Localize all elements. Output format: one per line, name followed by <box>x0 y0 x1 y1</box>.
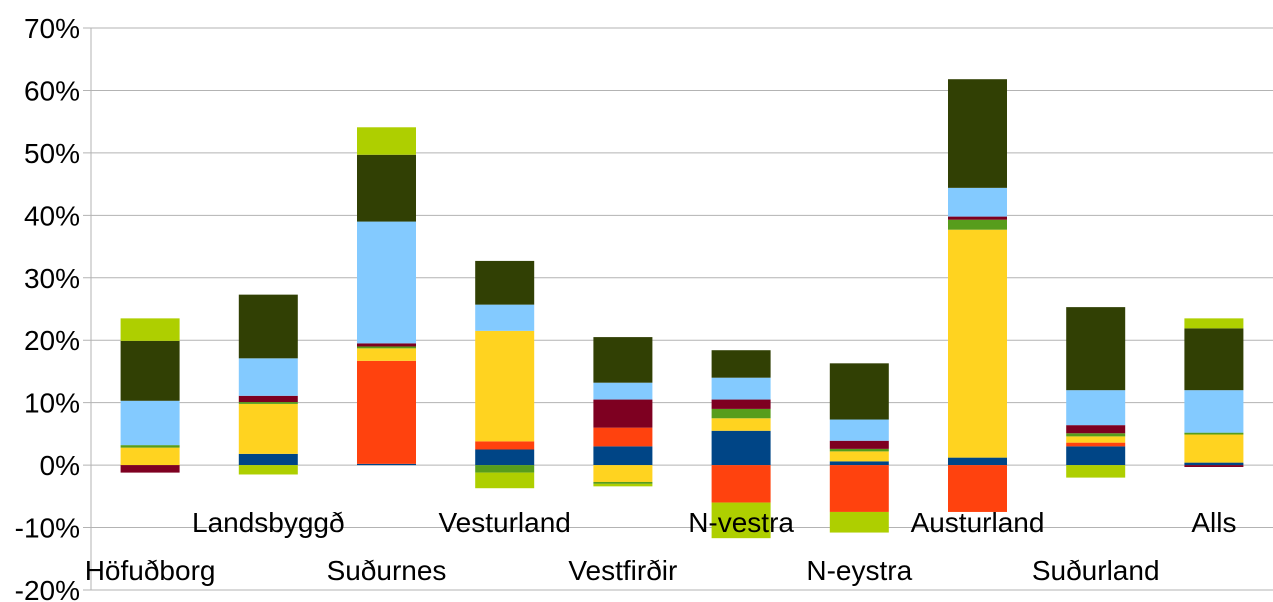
bar-segment <box>475 472 535 489</box>
bar-segment <box>711 399 771 409</box>
bar-segment <box>948 465 1007 512</box>
bar-segment <box>711 465 771 503</box>
bar-segment <box>593 382 653 400</box>
bar-segment <box>475 449 535 466</box>
bar-segment <box>475 441 535 450</box>
bar-segment <box>1184 390 1244 433</box>
y-tick-label: 0% <box>40 450 80 481</box>
bar-segment <box>593 399 653 428</box>
y-tick-label: 20% <box>24 325 80 356</box>
x-category-label: Suðurnes <box>327 555 447 586</box>
bar-segment <box>238 403 298 454</box>
bar-segment <box>1066 442 1126 447</box>
bar-segment <box>711 502 771 539</box>
bar-segment <box>829 440 889 449</box>
x-category-label: Alls <box>1191 507 1236 538</box>
bar-segment <box>593 337 653 383</box>
bar-segment <box>238 294 298 359</box>
y-tick-label: 50% <box>24 138 80 169</box>
bar-segment <box>238 358 298 396</box>
bar-segment <box>948 457 1007 466</box>
bar-segment <box>948 219 1007 230</box>
bar-segment <box>357 348 416 361</box>
x-category-label: Suðurland <box>1032 555 1160 586</box>
bar-segment <box>948 216 1007 220</box>
y-tick-label: -20% <box>15 575 80 602</box>
bar-segment <box>238 395 298 403</box>
bar-segment <box>593 465 653 482</box>
bar-segment <box>475 465 535 473</box>
bar-segment <box>829 448 889 452</box>
bar-segment <box>593 427 653 447</box>
bar-segment <box>357 343 416 347</box>
bar-segment <box>1184 462 1244 466</box>
bar-segment <box>357 346 416 349</box>
bar-segment <box>829 465 889 512</box>
bar-segment <box>238 465 298 475</box>
bar-segment <box>238 453 298 466</box>
y-tick-label: 10% <box>24 388 80 419</box>
bar-segment <box>829 419 889 441</box>
labels: -20% -10% 0% 10% 20% 30% 40% 50% 60% 70% Höfuðborg… <box>15 13 1237 602</box>
x-category-label: Höfuðborg <box>85 555 216 586</box>
x-category-label: Landsbyggð <box>192 507 345 538</box>
x-category-label: N-eystra <box>806 555 912 586</box>
bar-segment <box>120 340 180 401</box>
bar-segment <box>475 304 535 331</box>
bar-segment <box>357 221 416 344</box>
bar-segment <box>1066 433 1126 437</box>
bar-segment <box>475 260 535 305</box>
bar-segment <box>1184 465 1244 467</box>
bar-segment <box>1066 465 1126 478</box>
bar-segment <box>593 481 653 484</box>
bar-segment <box>1066 446 1126 466</box>
y-tick-label: -10% <box>15 513 80 544</box>
bar-segment <box>120 400 180 446</box>
y-tick-label: 40% <box>24 200 80 231</box>
bar-segment <box>711 430 771 466</box>
y-tick-label: 30% <box>24 263 80 294</box>
bar-segment <box>948 187 1007 217</box>
bar-segment <box>1066 390 1126 426</box>
bar-segment <box>357 154 416 222</box>
bar-segment <box>120 445 180 448</box>
bar-segment <box>120 465 180 473</box>
bar-segment <box>829 461 889 466</box>
bar-segment <box>1184 328 1244 391</box>
y-tick-label: 70% <box>24 13 80 44</box>
bar-segment <box>711 377 771 400</box>
bar-segment <box>120 447 180 466</box>
bar-segment <box>948 79 1007 188</box>
bar-segment <box>593 483 653 487</box>
bar-segment <box>357 127 416 155</box>
x-category-label: Vestfirðir <box>568 555 677 586</box>
bar-segment <box>1066 307 1126 391</box>
bar-segment <box>1184 434 1244 463</box>
bar-segment <box>475 330 535 442</box>
bars <box>120 79 1244 539</box>
bar-segment <box>829 363 889 420</box>
bar-segment <box>357 463 416 466</box>
x-category-label: Austurland <box>911 507 1045 538</box>
bar-segment <box>711 418 771 431</box>
x-category-label: Vesturland <box>439 507 571 538</box>
y-tick-label: 60% <box>24 75 80 106</box>
bar-segment <box>711 350 771 378</box>
bar-segment <box>120 318 180 341</box>
bar-segment <box>357 360 416 464</box>
bar-segment <box>1066 425 1126 434</box>
bar-segment <box>1184 318 1244 329</box>
bar-segment <box>829 451 889 462</box>
bar-segment <box>593 446 653 466</box>
bar-segment <box>1184 432 1244 435</box>
bar-segment <box>711 408 771 419</box>
bar-segment <box>1066 436 1126 443</box>
bar-segment <box>948 229 1007 458</box>
bar-segment <box>829 511 889 533</box>
x-category-label: N-vestra <box>688 507 794 538</box>
bar-segment <box>238 402 298 404</box>
